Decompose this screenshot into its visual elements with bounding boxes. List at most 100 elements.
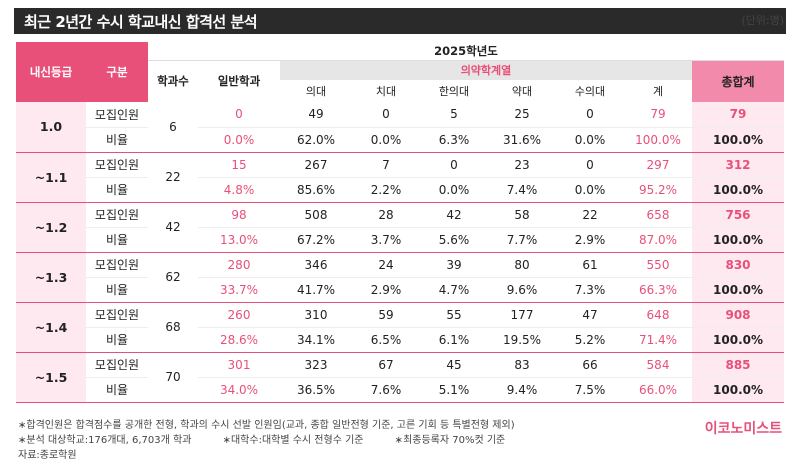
- medical-cell: 0.0%: [352, 127, 420, 153]
- medical-cell: 7.5%: [556, 377, 624, 403]
- medical-cell: 7: [352, 152, 420, 178]
- total-cell: 100.0%: [692, 277, 785, 303]
- medical-cell: 0.0%: [556, 177, 624, 203]
- dept-count-cell: 62: [148, 252, 198, 303]
- table-row: ~1.1 모집인원 22 15 267 7 0 23 0 297 312: [16, 152, 785, 203]
- medical-cell: 310: [280, 302, 352, 328]
- medical-cell: 6.5%: [352, 327, 420, 353]
- footnote-text: 합격인원은 합격점수를 공개한 전형, 학과의 수시 선발 인원임(교과, 종합…: [26, 420, 515, 431]
- medical-cell: 83: [488, 352, 556, 378]
- row-label: 모집인원: [86, 252, 148, 278]
- medical-cell: 0: [352, 102, 420, 128]
- footnote-text: 분석 대상학교:176개대, 6,703개 학과: [26, 435, 192, 446]
- dept-count-cell: 70: [148, 352, 198, 403]
- medical-cell: 34.1%: [280, 327, 352, 353]
- general-cell: 28.6%: [198, 327, 280, 353]
- total-cell: 100.0%: [692, 177, 785, 203]
- medical-cell: 3.7%: [352, 227, 420, 253]
- total-cell: 100.0%: [692, 127, 785, 153]
- grade-cell: 1.0: [16, 102, 86, 153]
- medical-cell: 39: [420, 252, 488, 278]
- header-dept-count: 학과수: [148, 60, 198, 102]
- total-cell: 100.0%: [692, 227, 785, 253]
- table-row: 비율 4.8% 85.6% 2.2% 0.0% 7.4% 0.0% 95.2% 100.0%: [16, 177, 785, 203]
- page-title: 최근 2년간 수시 학교내신 합격선 분석: [14, 8, 786, 34]
- general-cell: 34.0%: [198, 377, 280, 403]
- medical-cell: 67: [352, 352, 420, 378]
- source-note: 자료:종로학원: [18, 450, 77, 461]
- header-medical-col: 수의대: [556, 80, 624, 102]
- row-label: 모집인원: [86, 352, 148, 378]
- medical-sum-cell: 71.4%: [624, 327, 692, 353]
- footnote-text: 최종등록자 70%컷 기준: [403, 435, 506, 446]
- brand-logo: 이코노미스트: [704, 421, 782, 437]
- header-medical-col: 치대: [352, 80, 420, 102]
- medical-sum-cell: 95.2%: [624, 177, 692, 203]
- medical-cell: 41.7%: [280, 277, 352, 303]
- table-row: ~1.2 모집인원 42 98 508 28 42 58 22 658 756: [16, 202, 785, 253]
- footnotes: ∗합격인원은 합격점수를 공개한 전형, 학과의 수시 선발 인원임(교과, 종…: [18, 418, 533, 463]
- footnote-2: ∗분석 대상학교:176개대, 6,703개 학과 ∗대학수:대학별 수시 전형…: [18, 435, 506, 446]
- header-grade: 내신등급: [16, 42, 86, 102]
- general-cell: 98: [198, 202, 280, 228]
- dept-count-cell: 6: [148, 102, 198, 153]
- header-medical-col: 약대: [488, 80, 556, 102]
- medical-sum-cell: 658: [624, 202, 692, 228]
- medical-cell: 2.2%: [352, 177, 420, 203]
- medical-cell: 2.9%: [352, 277, 420, 303]
- table-row: 비율 0.0% 62.0% 0.0% 6.3% 31.6% 0.0% 100.0% 100.0%: [16, 127, 785, 153]
- dept-count-cell: 68: [148, 302, 198, 353]
- header-medical-group: 의약학계열: [280, 60, 692, 80]
- grade-cell: ~1.3: [16, 252, 86, 303]
- medical-cell: 7.6%: [352, 377, 420, 403]
- table-row: 1.0 모집인원 6 0 49 0 5 25 0 79 79: [16, 102, 785, 153]
- medical-cell: 31.6%: [488, 127, 556, 153]
- general-cell: 0.0%: [198, 127, 280, 153]
- table-row: 비율 33.7% 41.7% 2.9% 4.7% 9.6% 7.3% 66.3% 100.0%: [16, 277, 785, 303]
- medical-sum-cell: 87.0%: [624, 227, 692, 253]
- general-cell: 280: [198, 252, 280, 278]
- table-row: 비율 34.0% 36.5% 7.6% 5.1% 9.4% 7.5% 66.0% 100.0%: [16, 377, 785, 403]
- total-cell: 908: [692, 302, 785, 328]
- medical-cell: 6.1%: [420, 327, 488, 353]
- table-body: 1.0 모집인원 6 0 49 0 5 25 0 79 79 비율 0.0% 62.0% 0.0% 6.3% 3…: [16, 102, 785, 403]
- row-label: 비율: [86, 327, 148, 353]
- total-cell: 100.0%: [692, 377, 785, 403]
- medical-cell: 61: [556, 252, 624, 278]
- medical-cell: 66: [556, 352, 624, 378]
- total-cell: 885: [692, 352, 785, 378]
- unit-label: (단위:명): [741, 14, 784, 27]
- general-cell: 301: [198, 352, 280, 378]
- general-cell: 4.8%: [198, 177, 280, 203]
- medical-cell: 323: [280, 352, 352, 378]
- row-label: 모집인원: [86, 302, 148, 328]
- medical-cell: 6.3%: [420, 127, 488, 153]
- medical-cell: 55: [420, 302, 488, 328]
- header-general: 일반학과: [198, 60, 280, 102]
- medical-cell: 62.0%: [280, 127, 352, 153]
- header-total: 총합계: [692, 60, 785, 102]
- medical-cell: 9.4%: [488, 377, 556, 403]
- medical-cell: 0: [556, 102, 624, 128]
- header-medical-col: 계: [624, 80, 692, 102]
- total-cell: 756: [692, 202, 785, 228]
- dept-count-cell: 22: [148, 152, 198, 203]
- grade-cell: ~1.1: [16, 152, 86, 203]
- medical-cell: 59: [352, 302, 420, 328]
- medical-cell: 0.0%: [556, 127, 624, 153]
- medical-cell: 28: [352, 202, 420, 228]
- header-medical-col: 의대: [280, 80, 352, 102]
- medical-cell: 67.2%: [280, 227, 352, 253]
- medical-cell: 0: [556, 152, 624, 178]
- medical-cell: 22: [556, 202, 624, 228]
- medical-sum-cell: 79: [624, 102, 692, 128]
- total-cell: 100.0%: [692, 327, 785, 353]
- row-label: 모집인원: [86, 152, 148, 178]
- general-cell: 13.0%: [198, 227, 280, 253]
- medical-cell: 58: [488, 202, 556, 228]
- title-text: 최근 2년간 수시 학교내신 합격선 분석: [24, 12, 258, 31]
- total-cell: 312: [692, 152, 785, 178]
- medical-cell: 7.4%: [488, 177, 556, 203]
- medical-cell: 7.3%: [556, 277, 624, 303]
- row-label: 비율: [86, 177, 148, 203]
